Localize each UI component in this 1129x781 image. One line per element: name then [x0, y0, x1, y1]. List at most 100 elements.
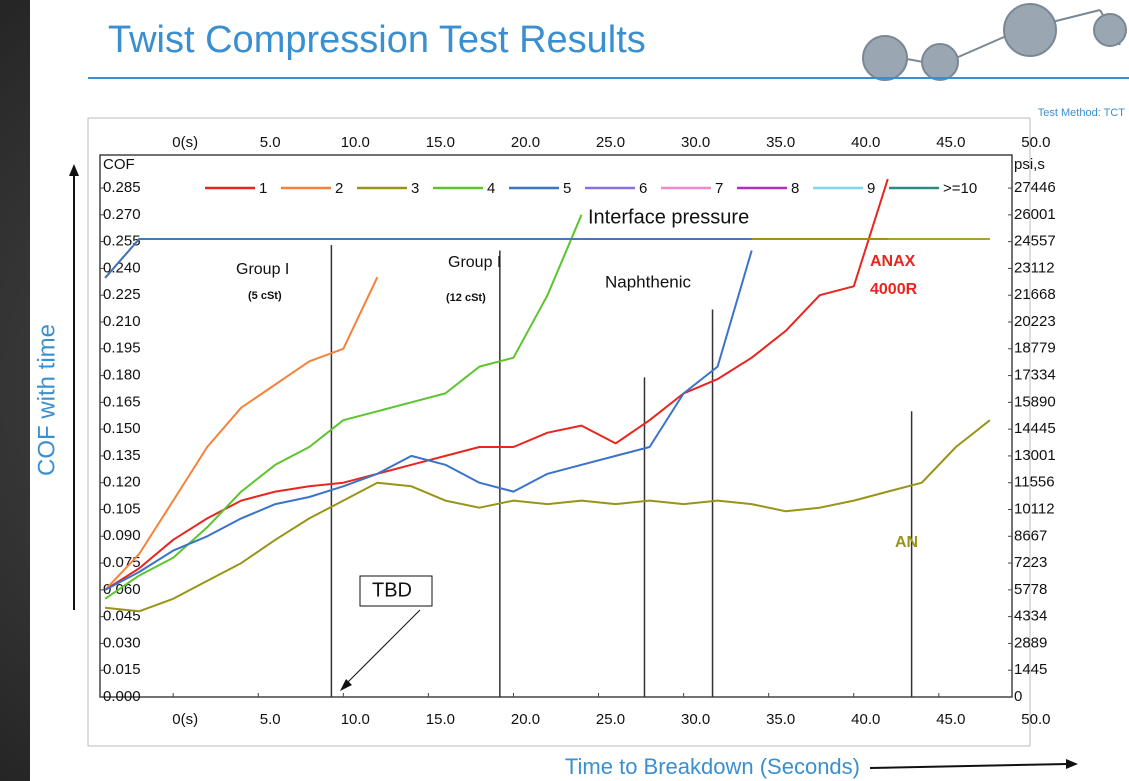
y2-tick-label: 10112: [1014, 500, 1055, 517]
y-arrowhead: [69, 164, 79, 176]
x-tick-label: 5.0: [260, 711, 281, 728]
pressure-label: Interface pressure: [588, 206, 749, 228]
chart-frame: [87, 117, 1031, 747]
y-tick-label: 0.270: [103, 206, 141, 223]
plot-area: [99, 154, 1013, 698]
y2-tick-label: 24557: [1014, 233, 1056, 250]
x-tick-label-top: 10.0: [341, 134, 370, 151]
legend-label: 3: [411, 180, 419, 197]
annotation: AN: [895, 534, 918, 551]
y-tick-label: 0.090: [103, 527, 141, 544]
series-line: [104, 419, 991, 613]
y2-unit: psi,s: [1014, 156, 1045, 173]
x-tick-label-top: 20.0: [511, 134, 540, 151]
slide-title: Twist Compression Test Results: [108, 19, 646, 61]
legend-label: 5: [563, 180, 571, 197]
x-tick-label: 15.0: [426, 711, 455, 728]
y-unit: COF: [103, 156, 135, 173]
x-tick-label-top: 5.0: [260, 134, 281, 151]
x-tick-label: 25.0: [596, 711, 625, 728]
x-tick-label: 50.0: [1021, 711, 1050, 728]
series-line: [104, 178, 889, 591]
annotation: Group I: [448, 254, 501, 271]
y-tick-label: 0.195: [103, 340, 141, 357]
series-line: [104, 214, 583, 600]
legend-label: 1: [259, 180, 267, 197]
y-tick-label: 0.075: [103, 554, 141, 571]
y2-tick-label: 18779: [1014, 340, 1056, 357]
x-tick-label-top: 0(s): [172, 134, 198, 151]
y2-tick-label: 20223: [1014, 313, 1056, 330]
y2-tick-label: 26001: [1014, 206, 1056, 223]
y2-tick-label: 15890: [1014, 393, 1056, 410]
y2-tick-label: 2889: [1014, 634, 1047, 651]
y2-tick-label: 14445: [1014, 420, 1056, 437]
x-tick-label: 0(s): [172, 711, 198, 728]
pressure-line: [104, 238, 752, 279]
annotation: TBD: [372, 579, 412, 601]
legend-label: 2: [335, 180, 343, 197]
tbd-arrow: [344, 609, 421, 686]
annotation: 4000R: [870, 281, 918, 298]
y-tick-label: 0.030: [103, 634, 141, 651]
x-tick-label: 40.0: [851, 711, 880, 728]
y-tick-label: 0.105: [103, 500, 141, 517]
y-tick-label: 0.210: [103, 313, 141, 330]
x-axis-title: Time to Breakdown (Seconds): [565, 754, 860, 779]
x-tick-label-top: 40.0: [851, 134, 880, 151]
y-tick-label: 0.045: [103, 608, 141, 625]
legend-label: >=10: [943, 180, 977, 197]
y2-tick-label: 11556: [1014, 474, 1055, 491]
y2-tick-label: 27446: [1014, 179, 1056, 196]
y2-tick-label: 7223: [1014, 554, 1047, 571]
y2-tick-label: 13001: [1014, 447, 1056, 464]
y2-tick-label: 8667: [1014, 527, 1047, 544]
x-tick-label: 30.0: [681, 711, 710, 728]
x-tick-label-top: 45.0: [936, 134, 965, 151]
legend-label: 9: [867, 180, 875, 197]
x-tick-label: 10.0: [341, 711, 370, 728]
y-tick-label: 0.180: [103, 367, 141, 384]
x-tick-label-top: 50.0: [1021, 134, 1050, 151]
x-tick-label-top: 15.0: [426, 134, 455, 151]
x-tick-label: 20.0: [511, 711, 540, 728]
y-tick-label: 0.120: [103, 474, 141, 491]
legend-label: 8: [791, 180, 799, 197]
tbd-box: [359, 575, 433, 607]
y-tick-label: 0.240: [103, 259, 141, 276]
series-line: [104, 276, 379, 591]
x-tick-label: 45.0: [936, 711, 965, 728]
x-tick-label-top: 30.0: [681, 134, 710, 151]
x-tick-label-top: 25.0: [596, 134, 625, 151]
y-tick-label: 0.000: [103, 688, 141, 705]
x-arrow: [869, 763, 1069, 769]
y-tick-label: 0.165: [103, 393, 141, 410]
y-tick-label: 0.135: [103, 447, 141, 464]
x-arrowhead: [1066, 759, 1078, 769]
y-tick-label: 0.285: [103, 179, 141, 196]
y2-tick-label: 23112: [1014, 259, 1055, 276]
y2-tick-label: 17334: [1014, 367, 1056, 384]
series-line: [104, 250, 753, 591]
y-axis-title: COF with time: [33, 324, 60, 476]
x-tick-label: 35.0: [766, 711, 795, 728]
y2-tick-label: 5778: [1014, 581, 1047, 598]
legend-label: 6: [639, 180, 647, 197]
legend-label: 4: [487, 180, 495, 197]
legend-label: 7: [715, 180, 723, 197]
y2-tick-label: 1445: [1014, 661, 1047, 678]
annotation: Group I: [236, 261, 289, 278]
molecule-art: [862, 3, 1127, 81]
annotation: ANAX: [870, 253, 916, 270]
y2-tick-label: 0: [1014, 688, 1022, 705]
test-method: Test Method: TCT: [1038, 107, 1125, 119]
annotation: (12 cSt): [446, 292, 486, 304]
y-tick-label: 0.015: [103, 661, 141, 678]
y-tick-label: 0.150: [103, 420, 141, 437]
x-tick-label-top: 35.0: [766, 134, 795, 151]
annotation: (5 cSt): [248, 290, 282, 302]
y-tick-label: 0.255: [103, 233, 141, 250]
y2-tick-label: 4334: [1014, 608, 1047, 625]
y2-tick-label: 21668: [1014, 286, 1056, 303]
